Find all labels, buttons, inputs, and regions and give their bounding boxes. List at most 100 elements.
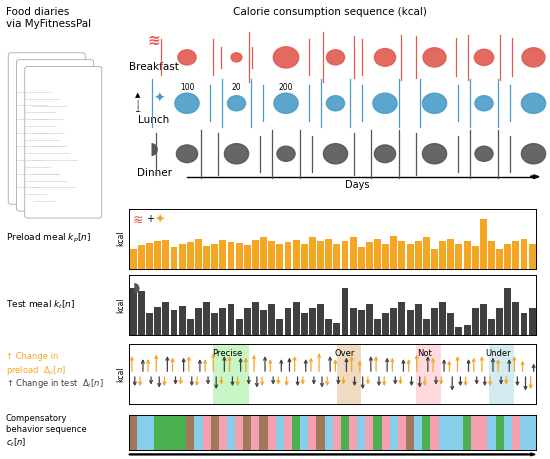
Bar (178, 415, 186, 450)
Bar (252, 302, 259, 335)
Bar (406, 415, 414, 450)
Bar (463, 415, 471, 450)
Bar (521, 313, 527, 335)
Bar (504, 415, 512, 450)
Bar (243, 415, 251, 450)
Bar (309, 237, 316, 269)
Bar (471, 415, 479, 450)
Bar (292, 415, 300, 450)
Bar (236, 319, 243, 335)
Bar (317, 241, 324, 269)
Bar (170, 415, 178, 450)
Bar (227, 415, 235, 450)
Bar (496, 415, 504, 450)
Bar (211, 244, 218, 269)
Bar (260, 237, 267, 269)
Bar (399, 241, 405, 269)
Bar (374, 239, 381, 269)
Bar (479, 415, 487, 450)
Bar (529, 308, 536, 335)
Text: Over: Over (335, 349, 355, 358)
Bar (130, 249, 137, 269)
Bar (447, 239, 454, 269)
Bar (211, 415, 219, 450)
Bar (455, 327, 463, 335)
Bar (415, 241, 422, 269)
Bar (529, 244, 536, 269)
Text: ✦: ✦ (153, 92, 166, 106)
Bar (337, 344, 361, 404)
Bar (406, 244, 414, 269)
Bar (358, 310, 365, 335)
Bar (390, 308, 397, 335)
Bar (341, 415, 349, 450)
Bar (382, 415, 390, 450)
Bar (333, 244, 340, 269)
Bar (488, 241, 495, 269)
Bar (513, 302, 519, 335)
Bar (464, 241, 470, 269)
Text: Breakfast: Breakfast (129, 62, 179, 72)
Bar (423, 237, 430, 269)
Bar (342, 241, 348, 269)
Bar (406, 310, 414, 335)
Bar (325, 319, 332, 335)
Bar (219, 308, 226, 335)
Bar (358, 247, 365, 269)
Bar (284, 242, 292, 269)
Text: 200: 200 (279, 83, 293, 92)
Text: ≋: ≋ (147, 33, 161, 48)
Bar (194, 415, 202, 450)
Bar (496, 249, 503, 269)
Text: Test meal $k_t[n]$: Test meal $k_t[n]$ (6, 299, 75, 312)
Bar (423, 319, 430, 335)
Bar (333, 323, 340, 335)
Text: Not: Not (417, 349, 432, 358)
Bar (365, 415, 373, 450)
Bar (260, 415, 268, 450)
Text: +: + (146, 213, 155, 224)
Bar (366, 304, 373, 335)
Bar (416, 344, 441, 404)
Bar (146, 415, 153, 450)
Bar (268, 304, 275, 335)
Text: kcal: kcal (116, 297, 125, 313)
Text: ≋: ≋ (133, 213, 143, 227)
Bar (146, 243, 153, 269)
Bar (202, 415, 211, 450)
Bar (213, 344, 249, 404)
Text: kcal: kcal (116, 366, 125, 382)
Bar (244, 245, 251, 269)
Bar (431, 415, 438, 450)
Bar (366, 242, 373, 269)
Bar (342, 288, 348, 335)
Bar (349, 415, 357, 450)
Bar (228, 304, 234, 335)
Bar (228, 242, 234, 269)
Bar (520, 415, 528, 450)
Bar (162, 302, 169, 335)
Bar (325, 239, 332, 269)
Bar (496, 308, 503, 335)
Bar (170, 310, 178, 335)
Bar (138, 415, 146, 450)
Bar (219, 415, 227, 450)
Text: ◗: ◗ (150, 140, 158, 158)
Bar (512, 415, 520, 450)
Bar (129, 415, 138, 450)
Bar (244, 308, 251, 335)
Bar (301, 313, 307, 335)
Bar (472, 246, 478, 269)
Bar (309, 308, 316, 335)
Bar (504, 244, 511, 269)
Bar (399, 302, 405, 335)
Bar (439, 302, 446, 335)
Bar (350, 308, 356, 335)
Bar (357, 415, 365, 450)
Bar (195, 308, 202, 335)
Bar (480, 218, 487, 269)
Bar (317, 304, 324, 335)
Text: 100: 100 (180, 83, 194, 92)
Bar (488, 319, 495, 335)
Bar (431, 249, 438, 269)
